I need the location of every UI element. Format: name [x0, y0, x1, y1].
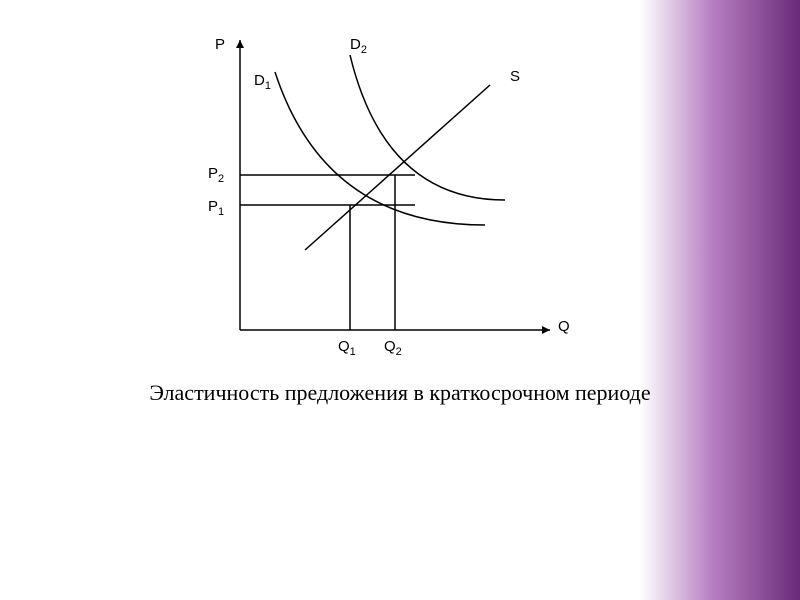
axis-label-P1: P1 [208, 198, 224, 218]
axis-label-Q: Q [558, 318, 570, 335]
curve-label-S: S [510, 68, 520, 85]
axis-label-P2: P2 [208, 165, 224, 185]
side-gradient [640, 0, 800, 600]
supply-demand-chart: P D1 D2 S P2 P1 Q Q1 Q2 [170, 30, 590, 370]
axis-label-Q2: Q2 [384, 338, 402, 358]
chart-svg [170, 30, 590, 370]
curve-label-D2: D2 [350, 36, 367, 56]
curve-label-D1: D1 [254, 72, 271, 92]
slide: P D1 D2 S P2 P1 Q Q1 Q2 Эластичность пре… [0, 0, 800, 600]
caption: Эластичность предложения в краткосрочном… [0, 380, 800, 406]
axis-label-Q1: Q1 [338, 338, 356, 358]
axis-label-P: P [215, 36, 225, 53]
